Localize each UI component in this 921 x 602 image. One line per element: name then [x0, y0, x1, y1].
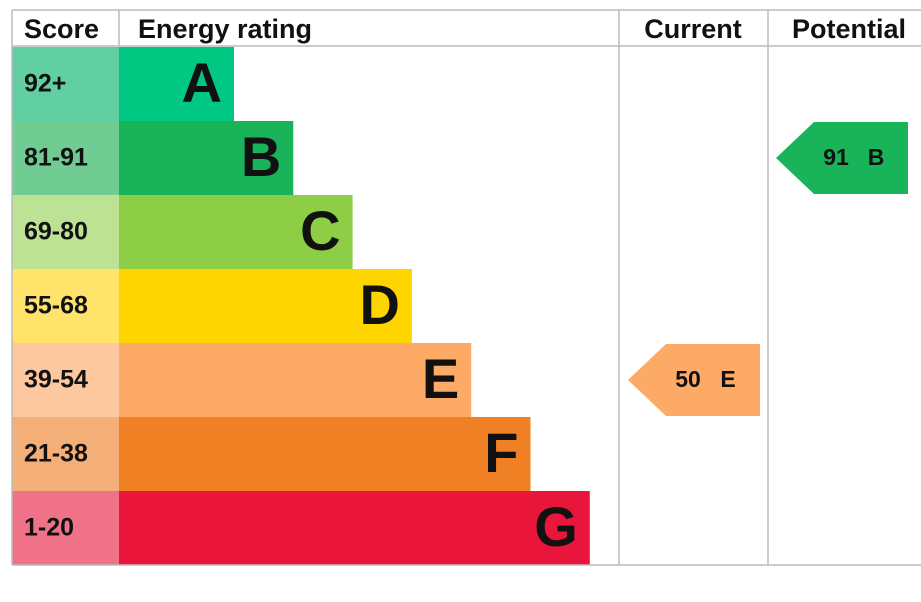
score-cell: [12, 121, 119, 195]
rating-bar: [119, 121, 294, 195]
rating-bar: [119, 491, 590, 565]
rating-bar: [119, 417, 531, 491]
rating-letter: E: [422, 347, 459, 410]
rating-bar: [119, 47, 234, 121]
current-letter: E: [720, 366, 735, 392]
rating-letter: F: [484, 421, 518, 484]
rating-bar: [119, 269, 412, 343]
score-label: 55-68: [24, 292, 88, 320]
rating-letter: G: [534, 495, 578, 558]
header-current: Current: [644, 14, 742, 44]
potential-arrow: [776, 122, 908, 194]
score-label: 39-54: [24, 366, 88, 394]
rating-letter: B: [241, 125, 281, 188]
current-value: 50: [675, 366, 701, 392]
score-cell: [12, 269, 119, 343]
rating-bar: [119, 343, 472, 417]
header-rating: Energy rating: [138, 14, 312, 44]
score-label: 69-80: [24, 218, 88, 246]
rating-letter: D: [359, 273, 399, 336]
score-label: 92+: [24, 70, 66, 98]
rating-letter: C: [300, 199, 340, 262]
score-cell: [12, 47, 119, 121]
score-label: 21-38: [24, 440, 88, 468]
score-cell: [12, 417, 119, 491]
rating-letter: A: [182, 51, 222, 114]
header-score: Score: [24, 14, 99, 44]
rating-bar: [119, 195, 353, 269]
header-potential: Potential: [792, 14, 906, 44]
score-label: 81-91: [24, 144, 88, 172]
score-cell: [12, 491, 119, 565]
potential-letter: B: [868, 144, 885, 170]
score-label: 1-20: [24, 514, 74, 542]
potential-value: 91: [823, 144, 849, 170]
score-cell: [12, 195, 119, 269]
current-arrow: [628, 344, 760, 416]
score-cell: [12, 343, 119, 417]
